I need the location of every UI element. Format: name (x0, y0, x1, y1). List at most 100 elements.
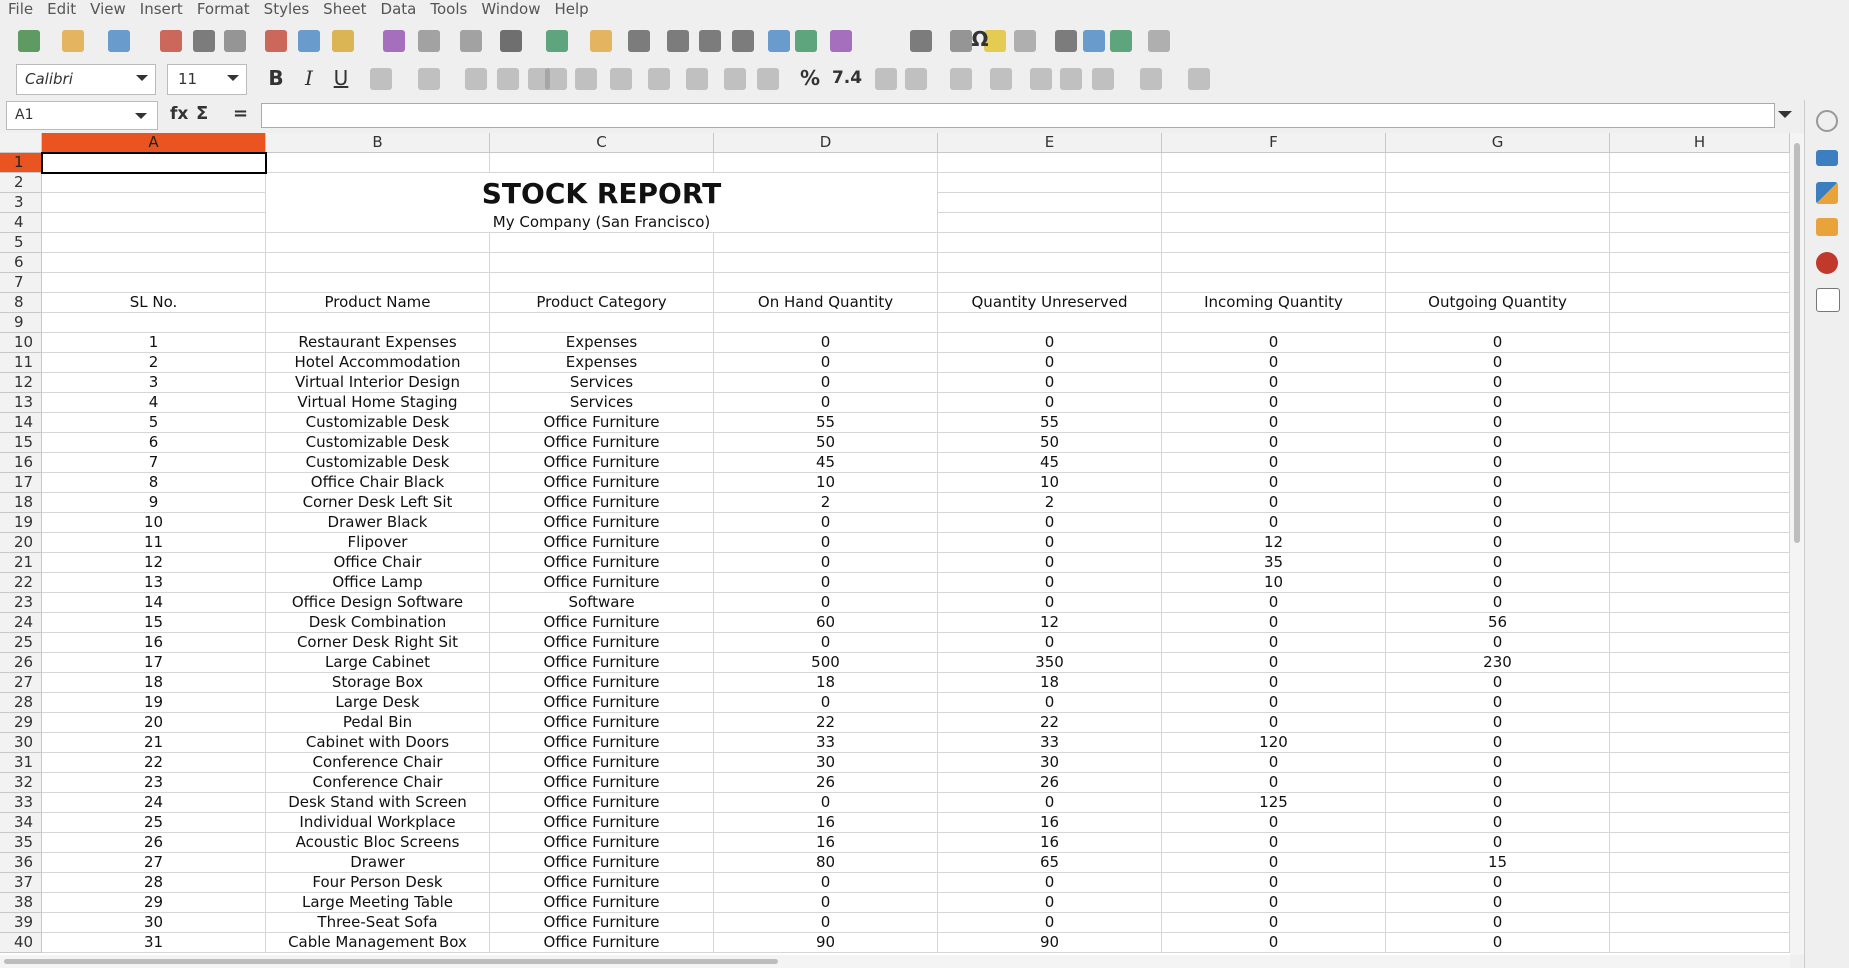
cell[interactable] (1610, 713, 1790, 733)
vertical-scrollbar[interactable] (1790, 133, 1804, 955)
cell[interactable] (1610, 773, 1790, 793)
toolbar-button[interactable] (528, 68, 550, 90)
data-cell[interactable]: 0 (1386, 393, 1610, 413)
data-cell[interactable]: Office Furniture (490, 473, 714, 493)
data-cell[interactable]: 35 (1162, 553, 1386, 573)
properties-icon[interactable] (1816, 150, 1838, 166)
toolbar-button[interactable] (950, 30, 972, 52)
cell[interactable] (1610, 253, 1790, 273)
data-cell[interactable]: 0 (1386, 413, 1610, 433)
row-header[interactable]: 32 (0, 773, 42, 793)
data-cell[interactable]: 14 (42, 593, 266, 613)
data-cell[interactable]: Office Furniture (490, 673, 714, 693)
toolbar-button[interactable] (667, 30, 689, 52)
cell[interactable] (266, 313, 490, 333)
data-cell[interactable]: 26 (42, 833, 266, 853)
data-cell[interactable]: 0 (1162, 413, 1386, 433)
toolbar-button[interactable] (497, 68, 519, 90)
row-header[interactable]: 37 (0, 873, 42, 893)
data-cell[interactable]: 11 (42, 533, 266, 553)
data-cell[interactable]: 29 (42, 893, 266, 913)
row-header[interactable]: 12 (0, 373, 42, 393)
horizontal-scrollbar[interactable] (0, 955, 1790, 968)
toolbar-button[interactable] (910, 30, 932, 52)
column-header[interactable]: A (42, 133, 266, 153)
data-cell[interactable]: 0 (1162, 493, 1386, 513)
data-cell[interactable]: 0 (1162, 893, 1386, 913)
data-cell[interactable]: 0 (1386, 573, 1610, 593)
column-header[interactable]: C (490, 133, 714, 153)
cell[interactable] (1610, 693, 1790, 713)
toolbar-button[interactable] (224, 30, 246, 52)
data-cell[interactable]: Large Cabinet (266, 653, 490, 673)
data-cell[interactable]: 45 (938, 453, 1162, 473)
cell[interactable] (490, 153, 714, 173)
toolbar-button[interactable] (984, 30, 1006, 52)
toolbar-button[interactable] (500, 30, 522, 52)
data-cell[interactable]: 0 (1386, 933, 1610, 953)
toolbar-button[interactable] (418, 30, 440, 52)
data-cell[interactable]: 23 (42, 773, 266, 793)
data-cell[interactable]: 0 (1386, 673, 1610, 693)
gallery-icon[interactable] (1816, 218, 1838, 236)
data-cell[interactable]: 0 (1386, 733, 1610, 753)
data-cell[interactable]: Cabinet with Doors (266, 733, 490, 753)
data-cell[interactable]: 0 (714, 333, 938, 353)
row-header[interactable]: 31 (0, 753, 42, 773)
cell[interactable] (1610, 393, 1790, 413)
data-cell[interactable]: Desk Combination (266, 613, 490, 633)
cell[interactable] (490, 273, 714, 293)
scroll-thumb[interactable] (1794, 143, 1800, 543)
data-cell[interactable]: 120 (1162, 733, 1386, 753)
row-header[interactable]: 35 (0, 833, 42, 853)
data-cell[interactable]: Services (490, 373, 714, 393)
toolbar-button[interactable] (332, 30, 354, 52)
toolbar-button[interactable] (1055, 30, 1077, 52)
data-cell[interactable]: 0 (938, 893, 1162, 913)
row-header[interactable]: 29 (0, 713, 42, 733)
toolbar-button[interactable] (686, 68, 708, 90)
cell[interactable] (1610, 653, 1790, 673)
function-wizard-button[interactable]: fx (170, 104, 189, 124)
formula-input[interactable] (261, 103, 1775, 128)
toolbar-button[interactable] (383, 30, 405, 52)
menu-item[interactable]: Insert (139, 0, 183, 18)
row-header[interactable]: 2 (0, 173, 42, 193)
data-cell[interactable]: 0 (938, 533, 1162, 553)
data-cell[interactable]: 18 (938, 673, 1162, 693)
cell[interactable] (1386, 153, 1610, 173)
cell[interactable] (42, 253, 266, 273)
cell[interactable] (1386, 313, 1610, 333)
data-cell[interactable]: 28 (42, 873, 266, 893)
cell[interactable] (1610, 193, 1790, 213)
data-cell[interactable]: 0 (938, 873, 1162, 893)
data-cell[interactable]: 13 (42, 573, 266, 593)
toolbar-button[interactable] (1083, 30, 1105, 52)
data-cell[interactable]: Large Meeting Table (266, 893, 490, 913)
cell[interactable] (1610, 753, 1790, 773)
toolbar-button[interactable] (1110, 30, 1132, 52)
data-cell[interactable]: Corner Desk Right Sit (266, 633, 490, 653)
data-cell[interactable]: Large Desk (266, 693, 490, 713)
row-header[interactable]: 19 (0, 513, 42, 533)
data-cell[interactable]: 0 (1386, 713, 1610, 733)
data-cell[interactable]: 0 (1162, 693, 1386, 713)
data-cell[interactable]: Office Furniture (490, 693, 714, 713)
data-cell[interactable]: 33 (714, 733, 938, 753)
data-cell[interactable]: 10 (938, 473, 1162, 493)
data-cell[interactable]: 0 (714, 373, 938, 393)
cell[interactable] (1610, 553, 1790, 573)
data-cell[interactable]: Office Chair (266, 553, 490, 573)
data-cell[interactable]: 0 (938, 693, 1162, 713)
cell[interactable] (490, 313, 714, 333)
data-cell[interactable]: 21 (42, 733, 266, 753)
menu-item[interactable]: Sheet (323, 0, 367, 18)
data-cell[interactable]: 0 (1386, 453, 1610, 473)
data-cell[interactable]: 0 (1162, 633, 1386, 653)
data-cell[interactable]: 17 (42, 653, 266, 673)
cell[interactable] (938, 153, 1162, 173)
cell[interactable] (1610, 493, 1790, 513)
cell[interactable] (1386, 193, 1610, 213)
data-cell[interactable]: 0 (1162, 673, 1386, 693)
toolbar-button[interactable] (699, 30, 721, 52)
